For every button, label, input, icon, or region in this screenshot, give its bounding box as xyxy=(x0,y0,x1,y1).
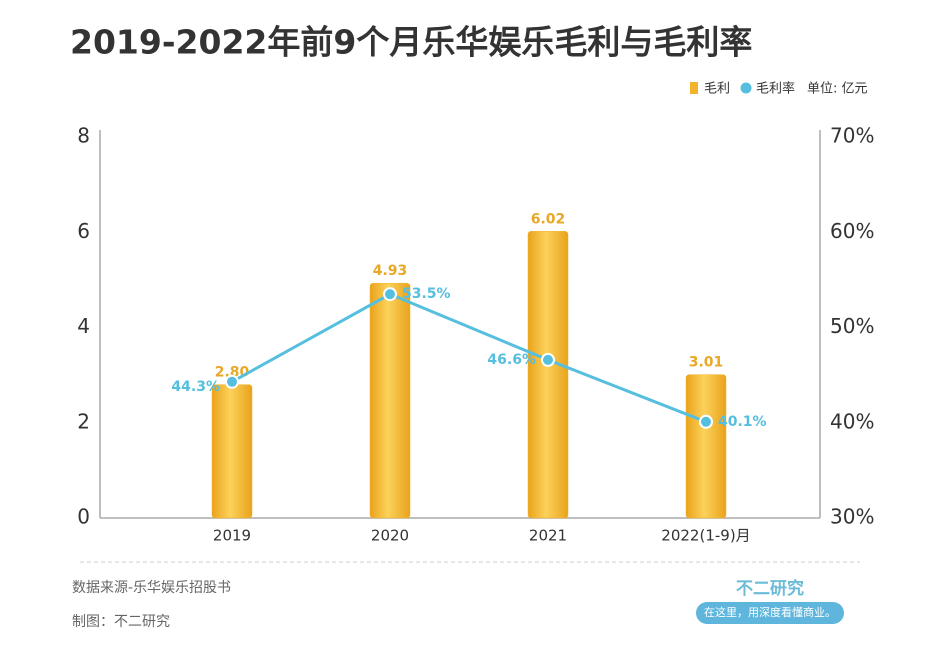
line xyxy=(231,292,707,424)
y2-tick-label: 60% xyxy=(830,219,874,243)
bar xyxy=(211,384,253,519)
bar-label: 4.93 xyxy=(373,263,408,279)
legend-swatch xyxy=(739,81,753,95)
y-tick-label: 0 xyxy=(77,505,90,529)
unit-label: 单位: 亿元 xyxy=(807,82,868,97)
chart-title: 2019-2022年前9个月乐华娱乐毛利与毛利率 xyxy=(70,23,752,62)
bar-label: 3.01 xyxy=(689,355,724,371)
line-point xyxy=(541,352,555,367)
legend-label: 毛利率 xyxy=(756,81,795,97)
x-tick-label: 2020 xyxy=(371,527,409,545)
y2-tick-label: 70% xyxy=(830,124,874,148)
logo: 不二研究 xyxy=(736,578,804,599)
x-tick-label: 2022(1-9)月 xyxy=(661,527,750,545)
y2-tick-label: 40% xyxy=(830,409,874,433)
slogan-badge xyxy=(696,602,844,624)
bar xyxy=(527,231,569,519)
legend-swatch xyxy=(690,82,698,94)
y-tick-label: 4 xyxy=(77,314,90,338)
line-label: 53.5% xyxy=(402,286,451,302)
line-point xyxy=(225,374,239,389)
legend-label: 毛利 xyxy=(704,82,730,97)
line-label: 40.1% xyxy=(718,414,767,430)
x-tick-label: 2019 xyxy=(213,527,251,545)
y2-tick-label: 50% xyxy=(830,314,874,338)
line-point xyxy=(383,287,397,302)
bar xyxy=(369,282,411,519)
line-point xyxy=(699,414,713,429)
y2-tick-label: 30% xyxy=(830,505,874,529)
slogan: 在这里，用深度看懂商业。 xyxy=(704,605,836,619)
line-label: 46.6% xyxy=(487,352,536,368)
line-label: 44.3% xyxy=(171,379,220,395)
bar xyxy=(685,374,727,519)
bar-label: 6.02 xyxy=(531,211,566,227)
y-tick-label: 2 xyxy=(77,409,90,433)
source: 数据来源-乐华娱乐招股书 xyxy=(72,580,231,596)
x-tick-label: 2021 xyxy=(529,527,567,545)
y-tick-label: 8 xyxy=(77,124,90,148)
maker: 制图：不二研究 xyxy=(72,614,170,630)
y-tick-label: 6 xyxy=(77,219,90,243)
